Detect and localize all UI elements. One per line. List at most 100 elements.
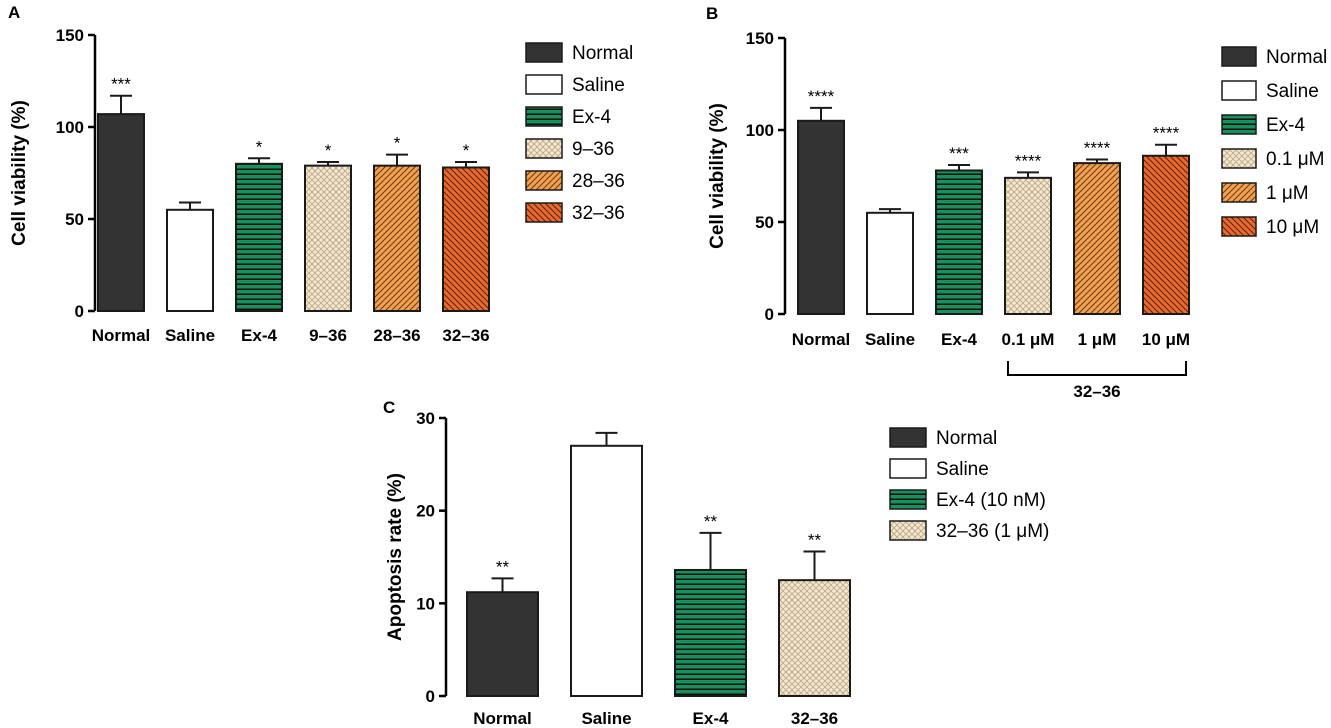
y-tick-label: 0 bbox=[75, 302, 84, 321]
legend-swatch bbox=[889, 427, 927, 448]
y-tick-label: 0 bbox=[426, 687, 435, 706]
bar bbox=[866, 211, 914, 315]
legend-label: 9–36 bbox=[572, 139, 614, 160]
y-tick-label: 100 bbox=[746, 121, 774, 140]
legend: Normal Saline Ex-4 9–36 28–36 32–36 bbox=[525, 42, 633, 224]
panel-label: C bbox=[383, 398, 395, 417]
bar bbox=[304, 164, 352, 312]
significance-label: ** bbox=[704, 512, 718, 531]
bar bbox=[373, 164, 421, 312]
y-tick-label: 10 bbox=[416, 594, 435, 613]
x-tick-label: Ex-4 bbox=[941, 330, 977, 349]
x-tick-label: 32–36 bbox=[791, 709, 838, 728]
bar bbox=[166, 208, 214, 312]
legend-label: 28–36 bbox=[572, 171, 625, 192]
x-tick-label: 28–36 bbox=[373, 326, 420, 345]
group-bracket bbox=[1007, 361, 1187, 376]
legend-label: 10 μM bbox=[1266, 217, 1319, 238]
significance-label: * bbox=[256, 137, 263, 156]
bar bbox=[97, 113, 145, 313]
bar bbox=[778, 579, 851, 698]
y-tick-label: 50 bbox=[65, 210, 84, 229]
legend-label: Normal bbox=[572, 43, 633, 64]
y-axis-title: Cell viability (%) bbox=[9, 100, 30, 246]
significance-label: **** bbox=[1153, 124, 1180, 143]
legend-label: Saline bbox=[572, 75, 625, 96]
legend-swatch bbox=[889, 489, 927, 510]
x-tick-label: Normal bbox=[792, 330, 851, 349]
legend-swatch bbox=[1221, 216, 1257, 237]
legend-swatch bbox=[1221, 182, 1257, 203]
y-tick-label: 50 bbox=[755, 213, 774, 232]
bar bbox=[442, 166, 490, 312]
legend: Normal Saline Ex-4 0.1 μM 1 μM 10 μM bbox=[1221, 46, 1327, 238]
x-tick-label: Ex-4 bbox=[241, 326, 277, 345]
significance-label: *** bbox=[949, 144, 969, 163]
significance-label: * bbox=[394, 134, 401, 153]
bar bbox=[1073, 162, 1121, 315]
legend-label: Ex-4 bbox=[572, 107, 612, 128]
significance-label: * bbox=[463, 141, 470, 160]
x-tick-label: Normal bbox=[473, 709, 532, 728]
legend-swatch bbox=[525, 106, 563, 127]
legend-swatch bbox=[525, 202, 563, 223]
legend-swatch bbox=[1221, 80, 1257, 101]
legend-label: Ex-4 bbox=[1266, 115, 1306, 136]
significance-label: *** bbox=[111, 75, 131, 94]
legend-swatch bbox=[525, 42, 563, 63]
legend-label: 32–36 bbox=[572, 203, 625, 224]
panel-b-chart: B 0 50 100 150 Cell viability (%) **** Normal Sa… bbox=[706, 4, 1327, 401]
legend-swatch bbox=[889, 520, 927, 541]
bar bbox=[570, 444, 643, 697]
y-tick-label: 0 bbox=[765, 305, 774, 324]
bar bbox=[235, 162, 283, 312]
legend-label: Normal bbox=[1266, 47, 1327, 68]
panel-c-chart: C 0 10 20 30 Apoptosis rate (%) ** Normal Saline… bbox=[383, 398, 1049, 728]
x-tick-label: Saline bbox=[865, 330, 915, 349]
bar bbox=[1004, 176, 1052, 315]
x-tick-label: 9–36 bbox=[309, 326, 347, 345]
legend-swatch bbox=[1221, 46, 1257, 67]
x-tick-label: 1 μM bbox=[1078, 330, 1117, 349]
bar bbox=[797, 119, 845, 315]
x-tick-label: 10 μM bbox=[1142, 330, 1190, 349]
significance-label: ** bbox=[496, 557, 510, 576]
y-tick-label: 150 bbox=[746, 29, 774, 48]
y-tick-label: 100 bbox=[56, 118, 84, 137]
y-axis-title: Cell viability (%) bbox=[707, 103, 728, 249]
legend-label: Ex-4 (10 nM) bbox=[936, 490, 1046, 511]
x-tick-label: Saline bbox=[165, 326, 215, 345]
bar bbox=[674, 568, 747, 697]
bar bbox=[1142, 154, 1190, 315]
legend: Normal Saline Ex-4 (10 nM) 32–36 (1 μM) bbox=[889, 427, 1049, 542]
legend-label: Normal bbox=[936, 428, 997, 449]
legend-swatch bbox=[1221, 114, 1257, 135]
significance-label: ** bbox=[808, 530, 822, 549]
panel-label: B bbox=[706, 4, 718, 23]
legend-label: Saline bbox=[1266, 81, 1319, 102]
legend-label: Saline bbox=[936, 459, 989, 480]
legend-swatch bbox=[1221, 148, 1257, 169]
x-tick-label: 32–36 bbox=[442, 326, 489, 345]
y-tick-label: 20 bbox=[416, 502, 435, 521]
group-bracket-label: 32–36 bbox=[1073, 382, 1120, 401]
legend-label: 32–36 (1 μM) bbox=[936, 521, 1049, 542]
legend-swatch bbox=[525, 138, 563, 159]
bar bbox=[466, 591, 539, 697]
x-tick-label: Saline bbox=[581, 709, 631, 728]
legend-label: 0.1 μM bbox=[1266, 149, 1324, 170]
y-axis-title: Apoptosis rate (%) bbox=[385, 473, 406, 641]
legend-swatch bbox=[525, 74, 563, 95]
y-tick-label: 30 bbox=[416, 409, 435, 428]
legend-swatch bbox=[889, 458, 927, 479]
panel-label: A bbox=[8, 3, 20, 22]
bar bbox=[935, 169, 983, 315]
significance-label: **** bbox=[808, 87, 835, 106]
x-tick-label: 0.1 μM bbox=[1002, 330, 1055, 349]
legend-label: 1 μM bbox=[1266, 183, 1309, 204]
legend-swatch bbox=[525, 170, 563, 191]
x-tick-label: Normal bbox=[92, 326, 151, 345]
significance-label: **** bbox=[1015, 151, 1042, 170]
